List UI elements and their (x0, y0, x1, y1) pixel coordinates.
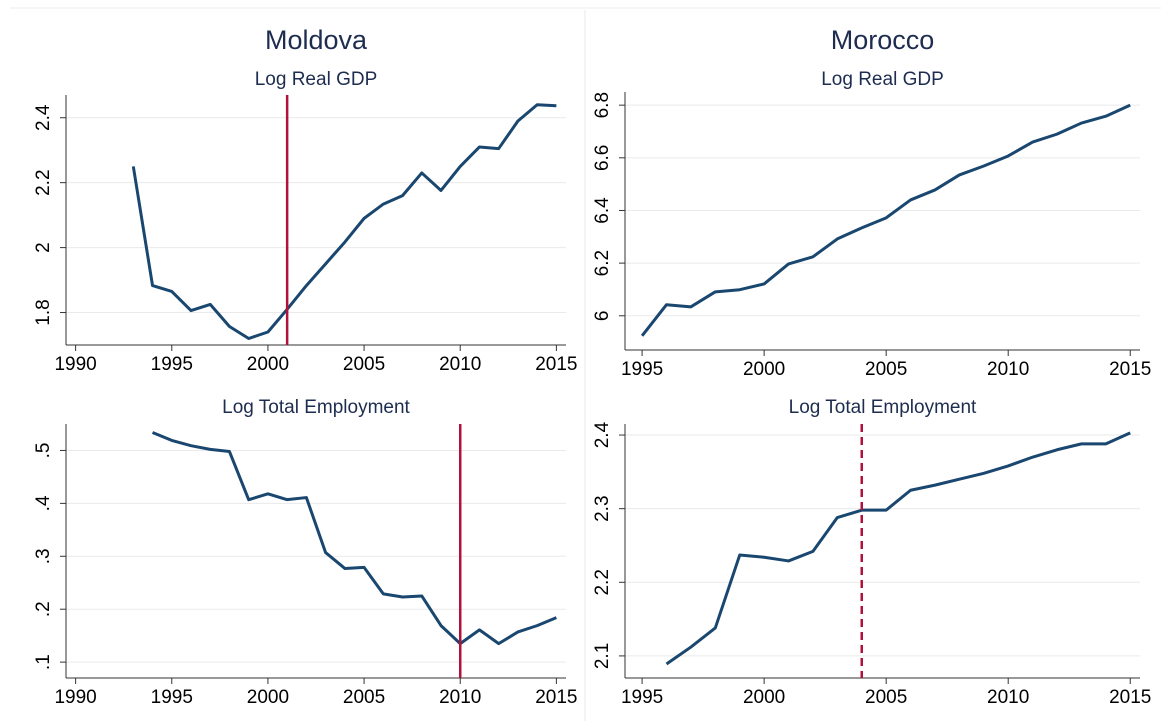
x-tick-label: 1995 (621, 359, 663, 380)
y-tick-label: .5 (33, 443, 54, 459)
y-tick-label: 2.4 (592, 421, 613, 448)
x-tick-label: 2015 (1109, 687, 1151, 708)
x-tick-label: 2015 (535, 687, 577, 708)
panel-subtitle: Log Real GDP (255, 69, 378, 90)
y-tick-label: .4 (33, 495, 54, 511)
y-tick-label: .3 (33, 548, 54, 564)
panel-title: Morocco (831, 25, 935, 55)
x-tick-label: 1995 (621, 687, 663, 708)
x-tick-label: 2005 (343, 354, 385, 375)
x-tick-label: 2005 (343, 687, 385, 708)
x-tick-label: 2000 (247, 687, 289, 708)
y-tick-label: 6.8 (592, 92, 613, 118)
y-tick-label: 2 (33, 242, 54, 253)
y-tick-label: 6.2 (592, 250, 613, 276)
x-tick-label: 2010 (439, 354, 481, 375)
y-tick-label: .1 (33, 654, 54, 670)
line-series (151, 431, 557, 646)
y-tick-label: 2.4 (33, 104, 54, 131)
panel-subtitle: Log Total Employment (789, 397, 977, 418)
x-tick-label: 2015 (1109, 359, 1151, 380)
panel-title: Moldova (265, 25, 368, 55)
x-tick-label: 2010 (439, 687, 481, 708)
y-tick-label: .2 (33, 601, 54, 617)
panel-subtitle: Log Real GDP (821, 69, 944, 90)
x-tick-label: 2010 (987, 359, 1029, 380)
x-tick-label: 2015 (535, 354, 577, 375)
x-tick-label: 2005 (865, 359, 907, 380)
y-tick-label: 2.1 (592, 643, 613, 669)
y-tick-label: 6 (592, 310, 613, 321)
y-tick-label: 2.2 (33, 169, 54, 195)
x-tick-label: 2005 (865, 687, 907, 708)
x-tick-label: 1995 (151, 354, 193, 375)
x-tick-label: 2010 (987, 687, 1029, 708)
line-series (640, 103, 1131, 337)
line-series (665, 431, 1131, 666)
y-tick-label: 1.8 (33, 299, 54, 325)
y-tick-label: 2.3 (592, 495, 613, 521)
line-series (131, 103, 557, 341)
x-tick-label: 2000 (247, 354, 289, 375)
panel-subtitle: Log Total Employment (222, 397, 410, 418)
x-tick-label: 2000 (743, 359, 785, 380)
x-tick-label: 1990 (54, 354, 96, 375)
y-tick-label: 2.2 (592, 569, 613, 595)
x-tick-label: 1995 (151, 687, 193, 708)
x-tick-label: 1990 (54, 687, 96, 708)
y-tick-label: 6.6 (592, 145, 613, 171)
x-tick-label: 2000 (743, 687, 785, 708)
y-tick-label: 6.4 (592, 197, 613, 224)
